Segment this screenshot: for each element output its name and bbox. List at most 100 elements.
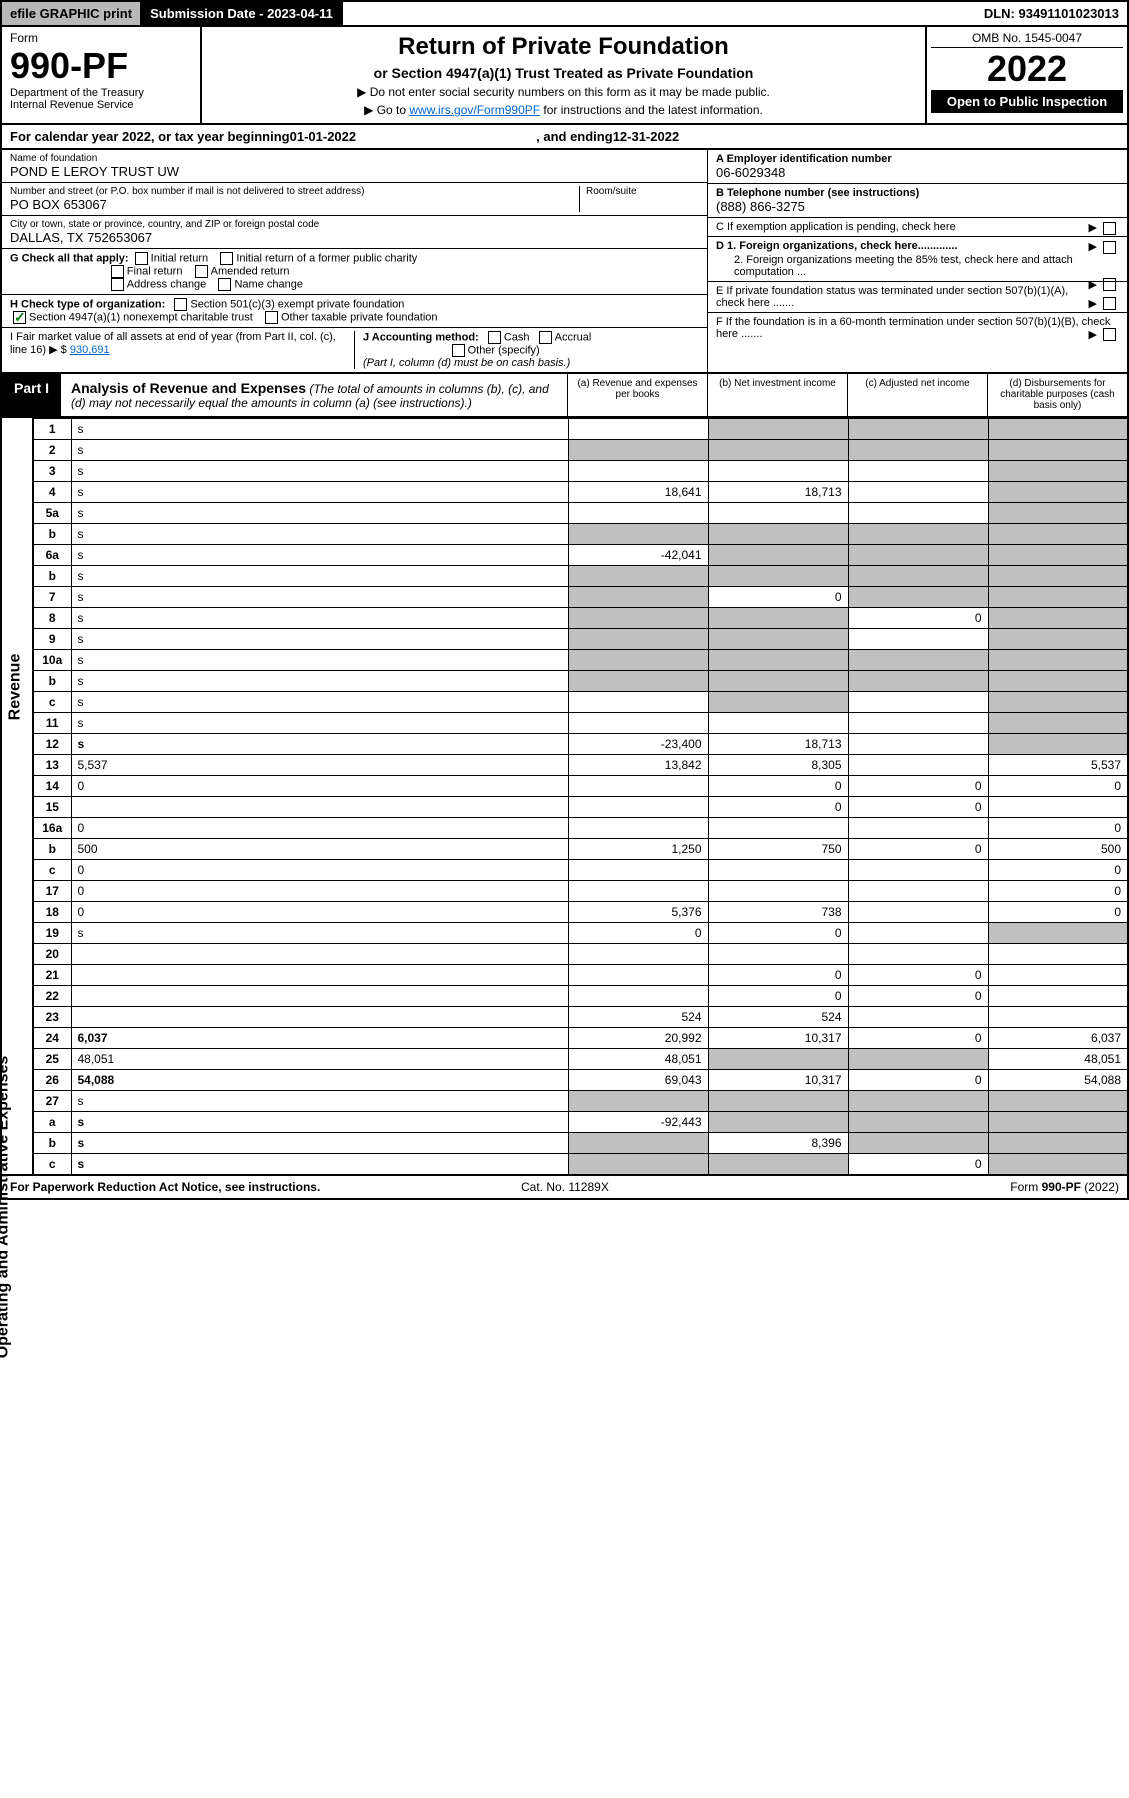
- line-number: 16a: [33, 818, 71, 839]
- amount-col-d: [988, 734, 1128, 755]
- d1-label: D 1. Foreign organizations, check here..…: [716, 240, 957, 252]
- e-checkbox[interactable]: [1103, 297, 1116, 310]
- i-j-row: I Fair market value of all assets at end…: [2, 328, 707, 372]
- line-description: s: [71, 1154, 568, 1176]
- d2-checkbox[interactable]: [1103, 278, 1116, 291]
- amended-return-checkbox[interactable]: [195, 265, 208, 278]
- amount-col-b: [708, 440, 848, 461]
- other-taxable-checkbox[interactable]: [265, 311, 278, 324]
- ein-value: 06-6029348: [716, 165, 785, 180]
- ein-cell: A Employer identification number 06-6029…: [708, 150, 1127, 184]
- cash-checkbox[interactable]: [488, 331, 501, 344]
- line-number: 25: [33, 1049, 71, 1070]
- line-number: 14: [33, 776, 71, 797]
- phone-cell: B Telephone number (see instructions) (8…: [708, 184, 1127, 218]
- amount-col-a: [568, 944, 708, 965]
- amount-col-a: [568, 881, 708, 902]
- amount-col-d: 500: [988, 839, 1128, 860]
- other-method-checkbox[interactable]: [452, 344, 465, 357]
- amount-col-d: 0: [988, 818, 1128, 839]
- amount-col-b: 0: [708, 776, 848, 797]
- table-row: 23524524: [33, 1007, 1128, 1028]
- name-change-checkbox[interactable]: [218, 278, 231, 291]
- amount-col-c: 0: [848, 986, 988, 1007]
- cal-begin: 01-01-2022: [290, 129, 357, 144]
- amount-col-b: [708, 692, 848, 713]
- topbar: efile GRAPHIC print Submission Date - 20…: [0, 0, 1129, 27]
- f-checkbox[interactable]: [1103, 328, 1116, 341]
- d1-checkbox[interactable]: [1103, 241, 1116, 254]
- line-description: s: [71, 566, 568, 587]
- part1-table: 1s2s3s4s18,64118,7135asbs6as-42,041bs7s0…: [32, 418, 1129, 1176]
- c-cell: C If exemption application is pending, c…: [708, 218, 1127, 237]
- footer-mid: Cat. No. 11289X: [521, 1180, 609, 1194]
- amount-col-c: [848, 671, 988, 692]
- line-number: 13: [33, 755, 71, 776]
- form990pf-link[interactable]: www.irs.gov/Form990PF: [409, 103, 540, 117]
- 501c3-checkbox[interactable]: [174, 298, 187, 311]
- form-subtitle: or Section 4947(a)(1) Trust Treated as P…: [214, 65, 913, 81]
- line-description: [71, 965, 568, 986]
- form-number: 990-PF: [10, 45, 192, 87]
- initial-return-checkbox[interactable]: [135, 252, 148, 265]
- amount-col-c: [848, 566, 988, 587]
- phone-value: (888) 866-3275: [716, 199, 805, 214]
- amount-col-a: [568, 1133, 708, 1154]
- c-checkbox[interactable]: [1103, 222, 1116, 235]
- amount-col-d: [988, 1007, 1128, 1028]
- amount-col-c: 0: [848, 965, 988, 986]
- amount-col-a: 48,051: [568, 1049, 708, 1070]
- final-return-checkbox[interactable]: [111, 265, 124, 278]
- amount-col-c: [848, 734, 988, 755]
- col-b-header: (b) Net investment income: [707, 374, 847, 416]
- j-label: J Accounting method:: [363, 331, 479, 343]
- initial-former-checkbox[interactable]: [220, 252, 233, 265]
- amount-col-d: [988, 545, 1128, 566]
- amount-col-a: [568, 419, 708, 440]
- line-description: s: [71, 419, 568, 440]
- line-description: s: [71, 461, 568, 482]
- amount-col-d: [988, 629, 1128, 650]
- line-description: s: [71, 692, 568, 713]
- table-row: 7s0: [33, 587, 1128, 608]
- line-number: 7: [33, 587, 71, 608]
- goto-prefix: ▶ Go to: [364, 103, 409, 117]
- table-row: c00: [33, 860, 1128, 881]
- address-change-checkbox[interactable]: [111, 278, 124, 291]
- revenue-sidelabel: Revenue Operating and Administrative Exp…: [0, 418, 32, 1176]
- line-description: 5,537: [71, 755, 568, 776]
- line-number: 17: [33, 881, 71, 902]
- amount-col-d: [988, 1091, 1128, 1112]
- part1-title: Analysis of Revenue and Expenses: [71, 380, 306, 396]
- footer-left: For Paperwork Reduction Act Notice, see …: [10, 1180, 320, 1194]
- amount-col-c: [848, 587, 988, 608]
- expenses-label: Operating and Administrative Expenses: [0, 1056, 12, 1359]
- amount-col-b: [708, 1154, 848, 1176]
- line-description: s: [71, 524, 568, 545]
- city-value: DALLAS, TX 752653067: [10, 230, 699, 245]
- line-number: 24: [33, 1028, 71, 1049]
- accrual-checkbox[interactable]: [539, 331, 552, 344]
- info-left: Name of foundation POND E LEROY TRUST UW…: [2, 150, 707, 372]
- table-row: bs: [33, 524, 1128, 545]
- fmv-link[interactable]: 930,691: [70, 344, 110, 356]
- line-number: 3: [33, 461, 71, 482]
- line-description: 0: [71, 881, 568, 902]
- amount-col-a: 5,376: [568, 902, 708, 923]
- h-check-row: H Check type of organization: Section 50…: [2, 295, 707, 328]
- table-row: 4s18,64118,713: [33, 482, 1128, 503]
- 4947a1-checkbox[interactable]: [13, 311, 26, 324]
- amount-col-c: 0: [848, 839, 988, 860]
- amount-col-b: [708, 1049, 848, 1070]
- line-description: s: [71, 608, 568, 629]
- amount-col-c: 0: [848, 1154, 988, 1176]
- info-right: A Employer identification number 06-6029…: [707, 150, 1127, 372]
- amount-col-a: [568, 671, 708, 692]
- amount-col-d: [988, 944, 1128, 965]
- dept-label: Department of the Treasury: [10, 87, 192, 99]
- table-row: bs8,396: [33, 1133, 1128, 1154]
- amount-col-b: [708, 650, 848, 671]
- amount-col-b: [708, 944, 848, 965]
- amount-col-a: [568, 524, 708, 545]
- line-number: 27: [33, 1091, 71, 1112]
